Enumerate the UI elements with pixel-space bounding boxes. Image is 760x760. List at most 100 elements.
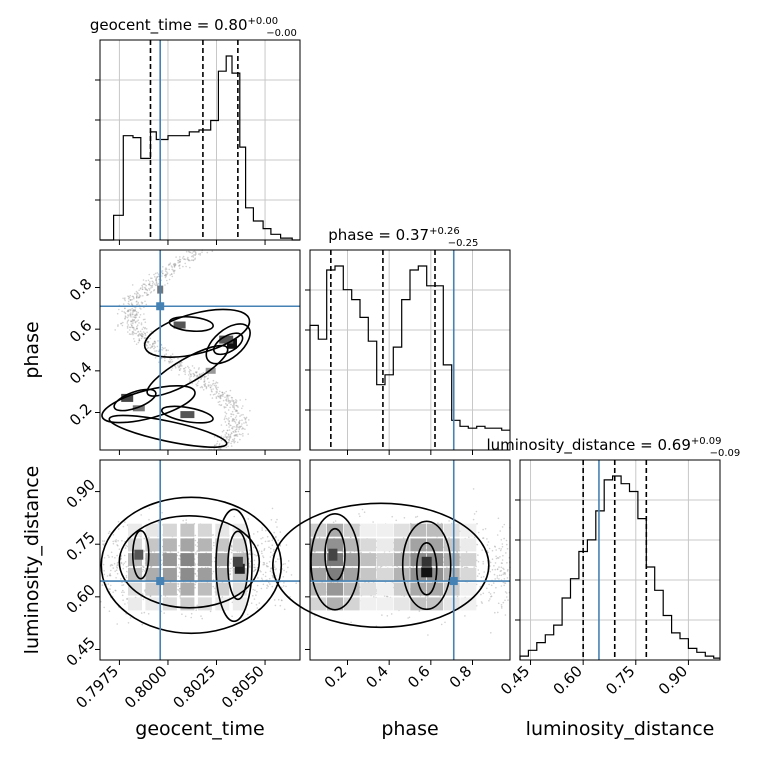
sample-point xyxy=(141,302,144,304)
sample-point xyxy=(178,571,181,574)
sample-point xyxy=(473,566,476,568)
sample-point xyxy=(134,306,137,309)
sample-point xyxy=(167,349,169,352)
sample-point xyxy=(178,265,181,267)
sample-point xyxy=(151,284,154,287)
sample-point xyxy=(502,581,505,584)
lines-layer xyxy=(95,39,721,665)
sample-point xyxy=(226,438,228,440)
sample-point xyxy=(227,409,230,411)
sample-point xyxy=(225,390,227,393)
sample-point xyxy=(195,552,197,554)
sample-point xyxy=(386,595,389,598)
sample-point xyxy=(164,270,167,272)
sample-point xyxy=(141,593,144,595)
sample-point xyxy=(135,296,138,299)
sample-point xyxy=(490,584,493,587)
panel-frame xyxy=(309,249,511,451)
sample-point xyxy=(117,540,119,542)
sample-point xyxy=(456,551,459,553)
sample-point xyxy=(134,314,137,317)
truth-marker xyxy=(449,577,458,586)
sample-point xyxy=(279,604,282,607)
sample-point xyxy=(503,572,505,574)
sample-point xyxy=(507,599,509,601)
sample-point xyxy=(505,592,508,594)
sample-point xyxy=(149,284,152,287)
sample-point xyxy=(232,418,234,420)
sample-point xyxy=(496,534,499,536)
sample-point xyxy=(115,577,117,579)
sample-point xyxy=(194,539,197,542)
sample-point xyxy=(349,551,352,554)
sample-point xyxy=(220,394,222,397)
sample-point xyxy=(125,574,128,577)
sample-point xyxy=(281,586,283,589)
sample-point xyxy=(179,588,181,590)
sample-point xyxy=(155,350,158,352)
sample-point xyxy=(213,447,215,450)
sample-point xyxy=(149,337,152,340)
sample-point xyxy=(135,290,138,293)
sample-point xyxy=(130,320,133,323)
sample-point xyxy=(211,397,214,399)
sample-point xyxy=(193,373,195,375)
sample-point xyxy=(130,323,132,325)
sample-point xyxy=(132,321,134,323)
sample-point xyxy=(282,585,285,587)
sample-point xyxy=(477,560,480,563)
sample-point xyxy=(196,385,198,387)
sample-point xyxy=(136,314,138,316)
sample-point xyxy=(196,384,199,387)
sample-point xyxy=(103,540,106,542)
sample-point xyxy=(130,320,132,323)
sample-point xyxy=(199,386,202,389)
sample-point xyxy=(121,594,124,597)
sample-point xyxy=(101,584,104,586)
sample-point xyxy=(174,264,177,267)
density-cell xyxy=(443,523,460,537)
sample-point xyxy=(121,591,123,594)
sample-point xyxy=(149,595,152,597)
sample-point xyxy=(123,591,125,594)
sample-point xyxy=(225,435,227,438)
sample-point xyxy=(504,572,506,574)
sample-point xyxy=(132,316,134,318)
sample-point xyxy=(268,581,270,584)
sample-point xyxy=(226,436,229,438)
sample-point xyxy=(214,556,216,559)
sample-point xyxy=(150,291,153,293)
sample-point xyxy=(163,354,166,357)
sample-point xyxy=(281,599,283,602)
sample-point xyxy=(131,326,134,329)
sample-point xyxy=(208,381,210,384)
sample-point xyxy=(227,441,230,444)
sample-point xyxy=(228,417,230,419)
sample-point xyxy=(477,531,480,534)
density-cell xyxy=(343,597,360,611)
sample-point xyxy=(254,566,256,569)
sample-point xyxy=(108,588,110,590)
sample-point xyxy=(381,614,383,616)
sample-point xyxy=(414,551,416,554)
sample-point xyxy=(151,277,153,280)
sample-point xyxy=(160,563,163,566)
sample-point xyxy=(185,522,187,524)
sample-point xyxy=(125,566,128,568)
sample-point xyxy=(156,276,158,278)
sample-point xyxy=(363,511,366,513)
sample-point xyxy=(209,393,212,396)
sample-point xyxy=(245,417,247,420)
density-cell xyxy=(232,538,247,552)
y-tick-label: 0.60 xyxy=(63,581,99,617)
sample-point xyxy=(194,568,196,570)
sample-point xyxy=(200,378,202,381)
sample-point xyxy=(236,433,238,436)
sample-point xyxy=(138,294,141,296)
sample-point xyxy=(129,294,131,297)
sample-point xyxy=(253,563,255,566)
sample-point xyxy=(233,401,235,404)
sample-point xyxy=(207,385,210,387)
sample-point xyxy=(213,544,215,547)
sample-point xyxy=(181,365,183,367)
